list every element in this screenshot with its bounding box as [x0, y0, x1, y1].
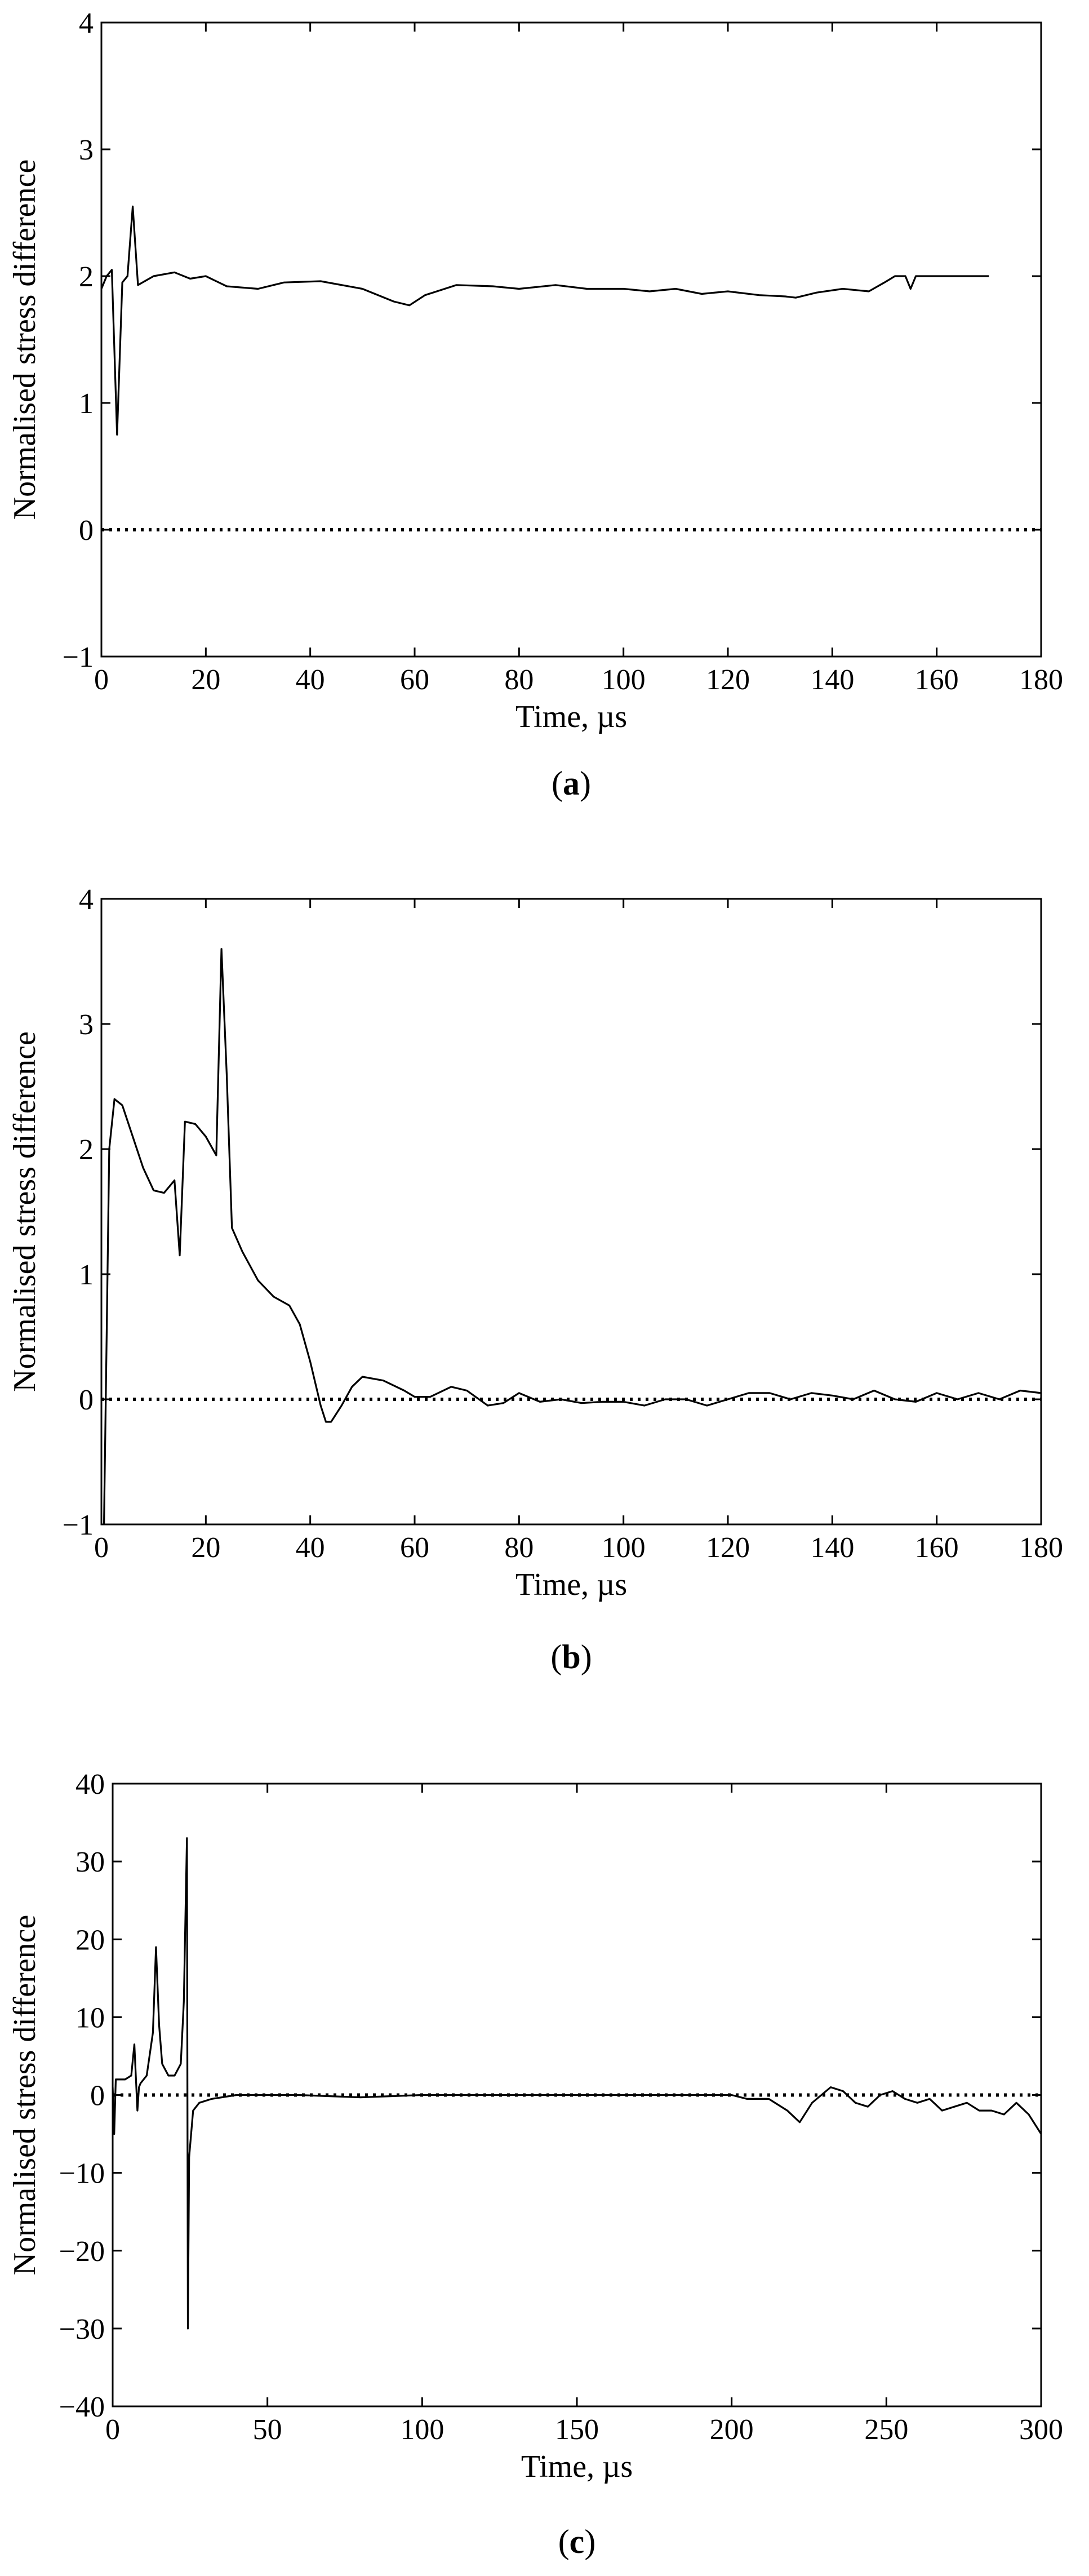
caption-letter: a — [563, 765, 580, 802]
caption-paren-close: ) — [580, 765, 591, 802]
y-tick-label: 0 — [79, 1384, 94, 1416]
y-tick-label: 0 — [79, 515, 94, 547]
x-tick-label: 20 — [191, 664, 220, 696]
x-tick-label: 60 — [400, 664, 429, 696]
y-tick-label: −20 — [59, 2236, 105, 2268]
x-tick-label: 60 — [400, 1532, 429, 1564]
y-tick-label: 3 — [79, 1009, 94, 1041]
x-tick-label: 100 — [602, 1532, 646, 1564]
x-tick-label: 180 — [1019, 1532, 1063, 1564]
x-tick-label: 180 — [1019, 664, 1063, 696]
x-axis-label: Time, µs — [521, 2449, 633, 2484]
x-tick-label: 0 — [94, 1532, 109, 1564]
y-tick-label: 1 — [79, 388, 94, 420]
y-tick-label: 40 — [75, 1768, 105, 1801]
y-tick-label: 0 — [90, 2080, 105, 2112]
panel-caption: (a) — [552, 765, 591, 802]
x-tick-label: 40 — [296, 1532, 325, 1564]
x-tick-label: 100 — [602, 664, 646, 696]
chart-c: 0 50 100 150 200 250 300 −40 −30 −20 −10 0 10 20 30 40 T… — [7, 1768, 1063, 2560]
y-tick-label: 2 — [79, 1134, 94, 1166]
x-tick-label: 0 — [105, 2414, 120, 2446]
x-tick-label: 160 — [915, 1532, 959, 1564]
y-tick-label: 30 — [75, 1846, 105, 1878]
x-tick-label: 300 — [1019, 2414, 1063, 2446]
plot-frame — [100, 898, 1042, 1526]
y-tick-label: 2 — [79, 261, 94, 293]
x-tick-label: 140 — [810, 1532, 854, 1564]
x-tick-label: 250 — [864, 2414, 908, 2446]
y-tick-label: −40 — [59, 2391, 105, 2423]
y-tick-label: −30 — [59, 2313, 105, 2346]
y-tick-label: −10 — [59, 2158, 105, 2190]
caption-letter: b — [562, 1638, 580, 1675]
y-tick-label: −1 — [63, 641, 94, 673]
y-tick-label: 4 — [79, 7, 94, 39]
caption-paren-close: ) — [584, 2523, 595, 2560]
y-tick-label: 4 — [79, 884, 94, 916]
caption-paren-close: ) — [581, 1638, 592, 1675]
plot-frame — [100, 21, 1042, 658]
x-tick-label: 140 — [810, 664, 854, 696]
caption-letter: c — [570, 2523, 585, 2560]
y-tick-label: 1 — [79, 1259, 94, 1291]
x-tick-label: 80 — [504, 664, 534, 696]
y-tick-label: 3 — [79, 134, 94, 166]
panel-caption: (b) — [550, 1638, 592, 1675]
x-axis-label: Time, µs — [515, 699, 627, 734]
x-tick-label: 120 — [706, 664, 750, 696]
x-tick-label: 50 — [253, 2414, 282, 2446]
x-tick-label: 160 — [915, 664, 959, 696]
series-line — [101, 205, 989, 436]
x-tick-label: 40 — [296, 664, 325, 696]
y-tick-label: 20 — [75, 1924, 105, 1956]
x-tick-label: 0 — [94, 664, 109, 696]
x-tick-label: 200 — [710, 2414, 754, 2446]
x-tick-label: 80 — [504, 1532, 534, 1564]
y-tick-label: −1 — [63, 1509, 94, 1541]
x-tick-label: 20 — [191, 1532, 220, 1564]
y-axis-label: Normalised stress difference — [7, 1031, 42, 1392]
series-line — [103, 948, 1041, 1524]
caption-paren-open: ( — [552, 765, 563, 802]
x-tick-label: 120 — [706, 1532, 750, 1564]
x-tick-label: 100 — [400, 2414, 444, 2446]
panel-caption: (c) — [558, 2523, 596, 2560]
caption-paren-open: ( — [550, 1638, 562, 1675]
caption-paren-open: ( — [558, 2523, 570, 2560]
y-axis-label: Normalised stress difference — [7, 1915, 42, 2276]
x-tick-label: 150 — [555, 2414, 599, 2446]
y-tick-label: 10 — [75, 2002, 105, 2034]
x-axis-label: Time, µs — [515, 1567, 627, 1602]
series-line — [113, 1837, 1041, 2330]
y-axis-label: Normalised stress difference — [7, 159, 42, 520]
